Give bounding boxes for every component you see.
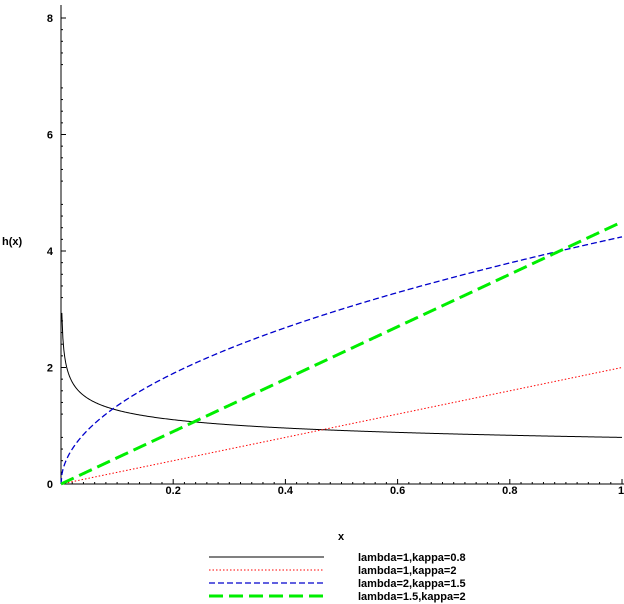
minor-ticks — [61, 29, 612, 484]
legend: lambda=1,kappa=0.8lambda=1,kappa=2lambda… — [209, 552, 466, 603]
y-tick-label: 2 — [47, 363, 53, 375]
x-tick-label: 0.2 — [166, 485, 181, 497]
y-axis-label: h(x) — [2, 236, 23, 248]
major-ticks: 0.2 0.4 0.6 0.8 1 0 2 4 6 8 — [47, 13, 624, 497]
series-line-4 — [60, 220, 623, 486]
x-tick-label: 0.8 — [502, 485, 517, 497]
x-tick-label: 0.4 — [278, 485, 294, 497]
series-line-3 — [60, 236, 623, 485]
series-line-2 — [60, 367, 623, 485]
x-tick-label: 0.6 — [390, 485, 405, 497]
plot-area: 0.2 0.4 0.6 0.8 1 0 2 4 6 8 — [47, 5, 624, 497]
series-line-1 — [61, 312, 623, 438]
legend-label: lambda=1,kappa=2 — [358, 565, 456, 577]
legend-label: lambda=1.5,kappa=2 — [358, 591, 466, 603]
series-group — [60, 220, 623, 486]
x-tick-label: 1 — [618, 485, 624, 497]
y-tick-label: 6 — [47, 130, 53, 142]
x-axis-label: x — [338, 531, 345, 543]
legend-label: lambda=1,kappa=0.8 — [358, 552, 466, 564]
legend-label: lambda=2,kappa=1.5 — [358, 578, 466, 590]
y-tick-label: 0 — [47, 479, 53, 491]
y-tick-label: 4 — [47, 246, 54, 258]
y-tick-label: 8 — [47, 13, 53, 25]
